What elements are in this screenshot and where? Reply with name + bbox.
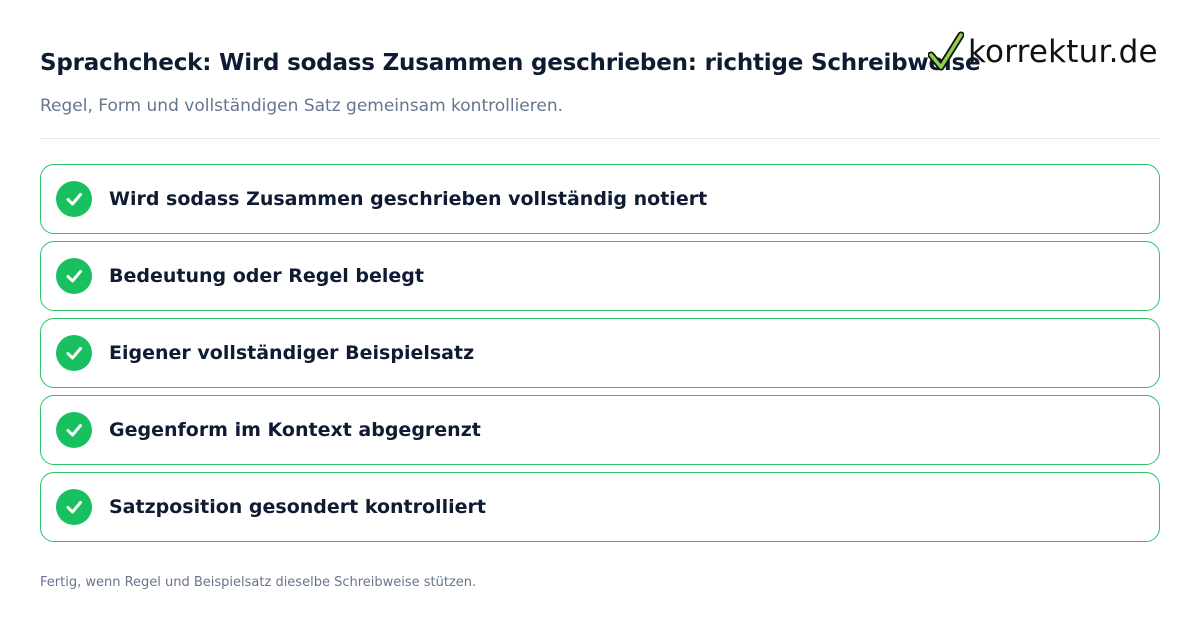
- checklist: Wird sodass Zusammen geschrieben vollstä…: [40, 164, 1160, 549]
- checklist-item-label: Bedeutung oder Regel belegt: [109, 265, 424, 287]
- checklist-item-label: Gegenform im Kontext abgegrenzt: [109, 419, 481, 441]
- checkmark-icon: [928, 31, 964, 73]
- checklist-item: Bedeutung oder Regel belegt: [40, 241, 1160, 311]
- checklist-item-label: Eigener vollständiger Beispielsatz: [109, 342, 475, 364]
- check-circle-icon: [56, 181, 92, 217]
- checklist-item: Gegenform im Kontext abgegrenzt: [40, 395, 1160, 465]
- check-circle-icon: [56, 489, 92, 525]
- brand-logo[interactable]: korrektur.de: [928, 30, 1158, 74]
- logo-text: korrektur.de: [968, 34, 1158, 70]
- checklist-item: Satzposition gesondert kontrolliert: [40, 472, 1160, 542]
- check-circle-icon: [56, 335, 92, 371]
- checklist-item-label: Wird sodass Zusammen geschrieben vollstä…: [109, 188, 708, 210]
- page-subtitle: Regel, Form und vollständigen Satz gemei…: [40, 96, 564, 116]
- checklist-item: Wird sodass Zusammen geschrieben vollstä…: [40, 164, 1160, 234]
- check-circle-icon: [56, 412, 92, 448]
- page-title: Sprachcheck: Wird sodass Zusammen geschr…: [40, 50, 981, 76]
- checklist-item: Eigener vollständiger Beispielsatz: [40, 318, 1160, 388]
- checklist-item-label: Satzposition gesondert kontrolliert: [109, 496, 486, 518]
- check-circle-icon: [56, 258, 92, 294]
- header-divider: [40, 138, 1160, 139]
- footer-note: Fertig, wenn Regel und Beispielsatz dies…: [40, 575, 477, 590]
